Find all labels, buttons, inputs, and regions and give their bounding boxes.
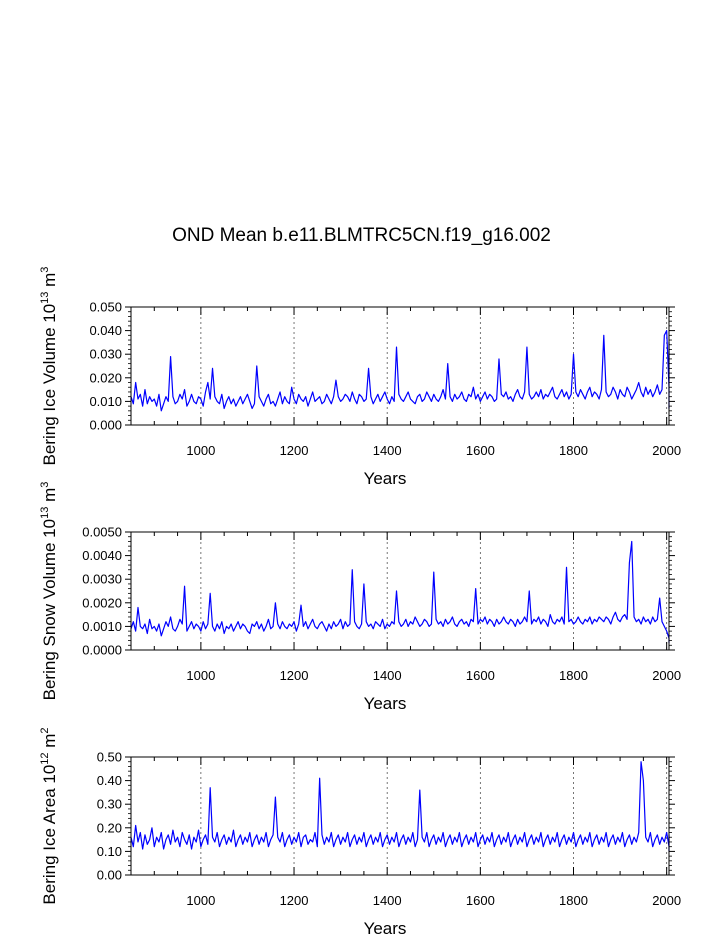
chart0-xtick-label-0: 1000 bbox=[186, 443, 215, 458]
chart1-xtick-label-3: 1600 bbox=[466, 668, 495, 683]
chart2-ytick-label-0: 0.00 bbox=[97, 868, 122, 883]
chart0-xtick-label-3: 1600 bbox=[466, 443, 495, 458]
chart1-xtick-label-1: 1200 bbox=[280, 668, 309, 683]
chart1-xtick-label-2: 1400 bbox=[373, 668, 402, 683]
chart2-xlabel: Years bbox=[364, 919, 407, 935]
chart2-ytick-label-3: 0.30 bbox=[97, 797, 122, 812]
chart1-ytick-label-3: 0.0030 bbox=[82, 572, 122, 587]
chart1-ylabel: Bering Snow Volume 1013 m3 bbox=[39, 482, 59, 701]
chart1-xtick-label-0: 1000 bbox=[186, 668, 215, 683]
figure-title: OND Mean b.e11.BLMTRC5CN.f19_g16.002 bbox=[172, 225, 551, 246]
chart0-ylabel: Bering Ice Volume 1013 m3 bbox=[39, 267, 59, 466]
chart2-xtick-label-2: 1400 bbox=[373, 893, 402, 908]
chart1-ytick-label-4: 0.0040 bbox=[82, 548, 122, 563]
chart2-xtick-label-0: 1000 bbox=[186, 893, 215, 908]
chart2-series-0 bbox=[130, 761, 670, 853]
chart0-ytick-label-5: 0.050 bbox=[89, 300, 122, 315]
chart2-ylabel: Bering Ice Area 1012 m2 bbox=[39, 727, 59, 904]
panel-ice-volume: 1000 1200 1400 1600 1800 2000 0.000 0.010 0.020 0… bbox=[39, 267, 681, 488]
chart0-ytick-label-4: 0.040 bbox=[89, 323, 122, 338]
chart2-frame bbox=[130, 756, 670, 876]
chart0-series-0 bbox=[130, 330, 670, 412]
chart2-ytick-label-5: 0.50 bbox=[97, 750, 122, 765]
chart0-xtick-label-2: 1400 bbox=[373, 443, 402, 458]
chart0-xtick-label-4: 1800 bbox=[559, 443, 588, 458]
chart0-xlabel: Years bbox=[364, 469, 407, 488]
chart1-frame bbox=[130, 531, 670, 651]
chart0-ytick-label-0: 0.000 bbox=[89, 418, 122, 433]
chart1-xtick-label-5: 2000 bbox=[652, 668, 681, 683]
panel-snow-volume: 1000 1200 1400 1600 1800 2000 0.0000 0.0010 0.00… bbox=[39, 482, 681, 713]
chart0-xtick-label-5: 2000 bbox=[652, 443, 681, 458]
chart1-ytick-label-2: 0.0020 bbox=[82, 595, 122, 610]
chart2-ytick-label-2: 0.20 bbox=[97, 820, 122, 835]
chart2-xtick-label-3: 1600 bbox=[466, 893, 495, 908]
chart2-xtick-label-5: 2000 bbox=[652, 893, 681, 908]
chart1-ytick-label-1: 0.0010 bbox=[82, 619, 122, 634]
chart0-frame bbox=[130, 306, 670, 426]
chart1-series-0 bbox=[130, 540, 670, 643]
chart0-ytick-label-2: 0.020 bbox=[89, 370, 122, 385]
chart2-xtick-label-4: 1800 bbox=[559, 893, 588, 908]
panel-ice-area: 1000 1200 1400 1600 1800 2000 0.00 0.10 0.20 0.30… bbox=[39, 727, 681, 935]
chart2-ytick-label-1: 0.10 bbox=[97, 844, 122, 859]
chart0-xtick-label-1: 1200 bbox=[280, 443, 309, 458]
chart2-xtick-label-1: 1200 bbox=[280, 893, 309, 908]
chart1-xtick-label-4: 1800 bbox=[559, 668, 588, 683]
chart1-xlabel: Years bbox=[364, 694, 407, 713]
chart1-ytick-label-0: 0.0000 bbox=[82, 643, 122, 658]
chart0-ytick-label-1: 0.010 bbox=[89, 394, 122, 409]
chart0-ytick-label-3: 0.030 bbox=[89, 347, 122, 362]
chart1-ytick-label-5: 0.0050 bbox=[82, 525, 122, 540]
chart2-ytick-label-4: 0.40 bbox=[97, 773, 122, 788]
